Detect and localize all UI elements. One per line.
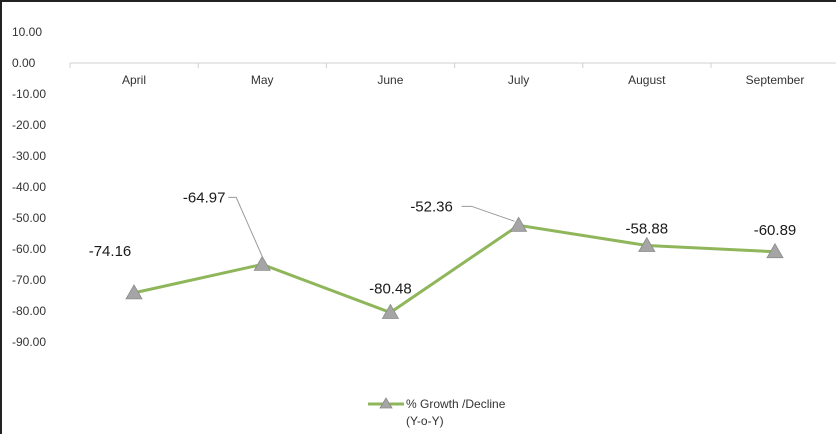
triangle-icon (509, 216, 528, 232)
y-tick-label: -50.00 (12, 211, 46, 225)
x-tick-label: May (251, 73, 274, 87)
data-labels: -74.16 -64.97 -80.48 -52.36 -58.88 -60.89 (89, 189, 797, 297)
data-label: -52.36 (410, 198, 453, 215)
y-tick-label: -30.00 (12, 149, 46, 163)
data-label: -64.97 (183, 189, 226, 206)
triangle-icon (766, 242, 784, 259)
y-tick-label: -40.00 (12, 180, 46, 194)
triangle-icon (638, 236, 656, 252)
leader-line (461, 205, 515, 222)
y-tick-label: -20.00 (12, 118, 46, 132)
x-tick-label: April (122, 73, 146, 87)
x-tick-label: July (508, 73, 529, 87)
y-tick-label: -60.00 (12, 242, 46, 256)
data-label: -58.88 (626, 221, 669, 238)
legend-label: (Y-o-Y) (406, 414, 444, 428)
series-layer (125, 216, 784, 319)
triangle-icon (125, 284, 143, 300)
x-tick-label: September (746, 73, 805, 87)
legend-label: % Growth /Decline (406, 397, 506, 411)
leader-line (228, 196, 263, 257)
legend: % Growth /Decline (Y-o-Y) (368, 397, 506, 428)
y-tick-label: -70.00 (12, 273, 46, 287)
series-line (133, 223, 776, 314)
x-tick-label: August (628, 73, 666, 87)
x-tick-label: June (377, 73, 403, 87)
data-label: -74.16 (89, 243, 132, 260)
x-axis: April May June July August September (69, 62, 836, 87)
data-label: -80.48 (369, 280, 412, 297)
y-tick-label: 10.00 (12, 25, 42, 39)
y-tick-label: 0.00 (12, 56, 36, 70)
legend-triangle-icon (379, 397, 393, 409)
data-label: -60.89 (754, 222, 797, 239)
y-tick-label: -10.00 (12, 87, 46, 101)
y-axis: 10.00 0.00 -10.00 -20.00 -30.00 -40.00 -50.00 -… (12, 25, 46, 349)
y-tick-label: -90.00 (12, 335, 46, 349)
triangle-icon (253, 255, 271, 271)
triangle-icon (381, 303, 400, 319)
y-tick-label: -80.00 (12, 304, 46, 318)
